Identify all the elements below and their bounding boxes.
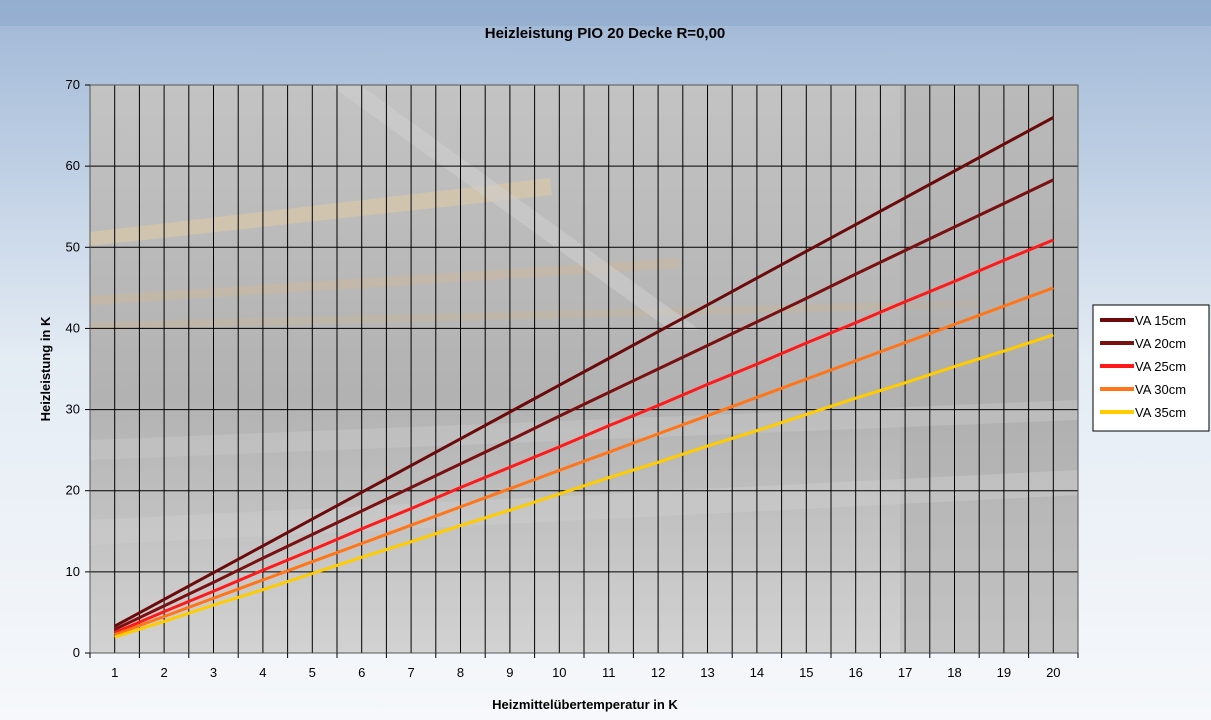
y-tick-label: 20 <box>66 483 80 498</box>
x-tick-label: 19 <box>997 665 1011 680</box>
x-tick-label: 11 <box>602 665 616 680</box>
x-tick-label: 16 <box>848 665 862 680</box>
series-line <box>114 178 1054 631</box>
y-axis: 0 10 20 30 40 50 60 70 <box>66 77 90 660</box>
y-tick-label: 0 <box>73 645 80 660</box>
x-tick-label: 13 <box>700 665 714 680</box>
grid <box>89 84 1079 654</box>
x-tick-label: 12 <box>651 665 665 680</box>
chart-title: Heizleistung PIO 20 Decke R=0,00 <box>485 25 726 42</box>
series-lines <box>113 116 1055 639</box>
x-tick-label: 17 <box>898 665 912 680</box>
y-tick-label: 30 <box>66 402 80 417</box>
series-line <box>114 238 1054 635</box>
y-tick-label: 50 <box>66 239 80 254</box>
x-tick-label: 10 <box>552 665 566 680</box>
x-tick-label: 6 <box>358 665 365 680</box>
y-tick-label: 60 <box>66 158 80 173</box>
y-tick-label: 10 <box>66 564 80 579</box>
x-tick-label: 20 <box>1046 665 1060 680</box>
y-tick-label: 40 <box>66 320 80 335</box>
legend-entry: VA 15cm <box>1135 313 1186 328</box>
x-tick-label: 18 <box>947 665 961 680</box>
x-tick-label: 4 <box>259 665 266 680</box>
x-tick-label: 2 <box>160 665 167 680</box>
legend-entry: VA 30cm <box>1135 382 1186 397</box>
x-tick-label: 14 <box>750 665 764 680</box>
x-tick-label: 9 <box>506 665 513 680</box>
legend-entry: VA 20cm <box>1135 336 1186 351</box>
x-tick-label: 3 <box>210 665 217 680</box>
x-tick-label: 5 <box>309 665 316 680</box>
x-tick-label: 7 <box>407 665 414 680</box>
x-axis: 1 2 3 4 5 6 7 8 9 10 11 12 13 14 15 16 17 18 19 20 <box>89 653 1079 680</box>
y-tick-label: 70 <box>66 77 80 92</box>
y-axis-label: Heizleistung in K <box>38 316 53 421</box>
legend: VA 15cm VA 20cm VA 25cm VA 30cm VA 35cm <box>1092 304 1210 432</box>
x-axis-label: Heizmittelübertemperatur in K <box>492 697 678 712</box>
series-line <box>113 116 1055 628</box>
legend-entry: VA 35cm <box>1135 405 1186 420</box>
series-line <box>114 333 1054 639</box>
legend-entry: VA 25cm <box>1135 359 1186 374</box>
series-line <box>114 286 1054 637</box>
x-tick-label: 15 <box>799 665 813 680</box>
x-tick-label: 8 <box>457 665 464 680</box>
x-tick-label: 1 <box>111 665 118 680</box>
